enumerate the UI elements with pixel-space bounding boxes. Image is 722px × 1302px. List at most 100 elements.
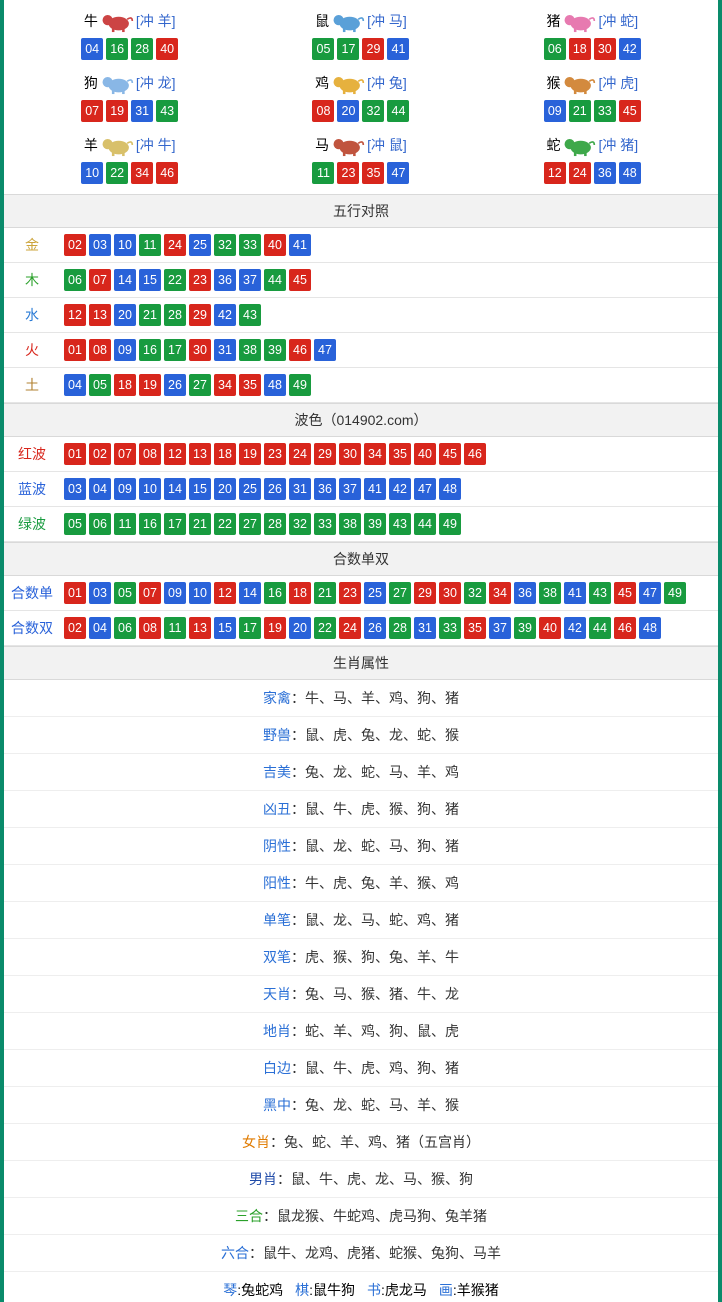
number-box: 35 <box>389 443 411 465</box>
number-box: 43 <box>239 304 261 326</box>
zodiac-name: 猴 <box>546 73 560 93</box>
number-box: 29 <box>414 582 436 604</box>
attr-row: 天肖：兔、马、猴、猪、牛、龙 <box>4 976 718 1013</box>
number-box: 11 <box>164 617 186 639</box>
bose-header: 波色（014902.com） <box>4 403 718 437</box>
number-box: 47 <box>639 582 661 604</box>
number-box: 36 <box>594 162 616 184</box>
number-box: 16 <box>106 38 128 60</box>
number-box: 16 <box>264 582 286 604</box>
number-box: 21 <box>139 304 161 326</box>
number-box: 46 <box>614 617 636 639</box>
zodiac-clash: [冲 龙] <box>136 73 176 93</box>
bottom-key: 书 <box>367 1282 381 1298</box>
number-box: 05 <box>312 38 334 60</box>
number-box: 10 <box>81 162 103 184</box>
bose-rows: 红波0102070812131819232429303435404546蓝波03… <box>4 437 718 542</box>
number-box: 39 <box>264 339 286 361</box>
zodiac-name: 羊 <box>84 135 98 155</box>
number-box: 09 <box>164 582 186 604</box>
attr-row: 三合：鼠龙猴、牛蛇鸡、虎马狗、兔羊猪 <box>4 1198 718 1235</box>
number-box: 42 <box>619 38 641 60</box>
zodiac-icon <box>562 70 596 96</box>
attr-row: 双笔：虎、猴、狗、兔、羊、牛 <box>4 939 718 976</box>
number-box: 45 <box>614 582 636 604</box>
number-box: 18 <box>214 443 236 465</box>
number-box: 31 <box>289 478 311 500</box>
number-box: 02 <box>64 617 86 639</box>
kv-row: 火0108091617303138394647 <box>4 333 718 368</box>
attr-row: 女肖：兔、蛇、羊、鸡、猪（五宫肖） <box>4 1124 718 1161</box>
bottom-key: 画 <box>439 1282 453 1298</box>
number-box: 34 <box>214 374 236 396</box>
zodiac-header: 马[冲 鼠] <box>315 132 407 158</box>
number-box: 04 <box>81 38 103 60</box>
bottom-key: 琴 <box>223 1282 237 1298</box>
number-box: 01 <box>64 339 86 361</box>
number-box: 44 <box>414 513 436 535</box>
kv-label: 蓝波 <box>4 479 60 499</box>
number-box: 43 <box>156 100 178 122</box>
kv-numbers: 0204060811131517192022242628313335373940… <box>60 616 665 640</box>
number-box: 18 <box>114 374 136 396</box>
number-box: 35 <box>362 162 384 184</box>
number-box: 14 <box>239 582 261 604</box>
attr-label: 单笔 <box>263 912 291 928</box>
number-box: 10 <box>114 234 136 256</box>
number-box: 08 <box>312 100 334 122</box>
number-box: 14 <box>114 269 136 291</box>
attr-row: 男肖：鼠、牛、虎、龙、马、猴、狗 <box>4 1161 718 1198</box>
number-box: 29 <box>362 38 384 60</box>
number-box: 22 <box>214 513 236 535</box>
attr-row: 野兽：鼠、虎、兔、龙、蛇、猴 <box>4 717 718 754</box>
number-box: 17 <box>164 513 186 535</box>
number-box: 28 <box>164 304 186 326</box>
number-box: 40 <box>156 38 178 60</box>
kv-numbers: 05061116172122272832333839434449 <box>60 512 465 536</box>
number-box: 41 <box>387 38 409 60</box>
number-box: 27 <box>389 582 411 604</box>
number-box: 47 <box>387 162 409 184</box>
number-box: 47 <box>414 478 436 500</box>
number-box: 05 <box>89 374 111 396</box>
zodiac-name: 狗 <box>84 73 98 93</box>
attr-value: ：鼠、虎、兔、龙、蛇、猴 <box>291 727 459 743</box>
number-box: 24 <box>164 234 186 256</box>
number-box: 37 <box>239 269 261 291</box>
attr-label: 黑中 <box>263 1097 291 1113</box>
number-box: 19 <box>239 443 261 465</box>
attr-value: ：兔、龙、蛇、马、羊、鸡 <box>291 764 459 780</box>
zodiac-icon <box>100 132 134 158</box>
number-box: 48 <box>439 478 461 500</box>
number-box: 46 <box>464 443 486 465</box>
number-box: 32 <box>214 234 236 256</box>
number-box: 03 <box>89 582 111 604</box>
zodiac-numbers: 09213345 <box>544 100 641 122</box>
attr-row: 地肖：蛇、羊、鸡、狗、鼠、虎 <box>4 1013 718 1050</box>
number-box: 35 <box>239 374 261 396</box>
zodiac-header: 狗 [冲 龙] <box>84 70 176 96</box>
number-box: 22 <box>164 269 186 291</box>
zodiac-icon <box>331 132 365 158</box>
number-box: 13 <box>89 304 111 326</box>
number-box: 20 <box>214 478 236 500</box>
number-box: 06 <box>64 269 86 291</box>
zodiac-cell: 牛[冲 羊]04162840 <box>14 4 245 66</box>
number-box: 41 <box>364 478 386 500</box>
attr-label: 凶丑 <box>263 801 291 817</box>
number-box: 40 <box>264 234 286 256</box>
attr-row: 阳性：牛、虎、兔、羊、猴、鸡 <box>4 865 718 902</box>
zodiac-icon <box>100 70 134 96</box>
attr-value: ：兔、马、猴、猪、牛、龙 <box>291 986 459 1002</box>
kv-row: 金02031011242532334041 <box>4 228 718 263</box>
attr-value: ：鼠、龙、马、蛇、鸡、猪 <box>291 912 459 928</box>
kv-row: 土04051819262734354849 <box>4 368 718 403</box>
number-box: 43 <box>389 513 411 535</box>
number-box: 08 <box>139 617 161 639</box>
number-box: 09 <box>114 478 136 500</box>
zodiac-clash: [冲 兔] <box>367 73 407 93</box>
kv-numbers: 0102070812131819232429303435404546 <box>60 442 490 466</box>
zodiac-name: 猪 <box>546 11 560 31</box>
number-box: 31 <box>214 339 236 361</box>
bottom-val: :鼠牛狗 <box>309 1282 355 1298</box>
